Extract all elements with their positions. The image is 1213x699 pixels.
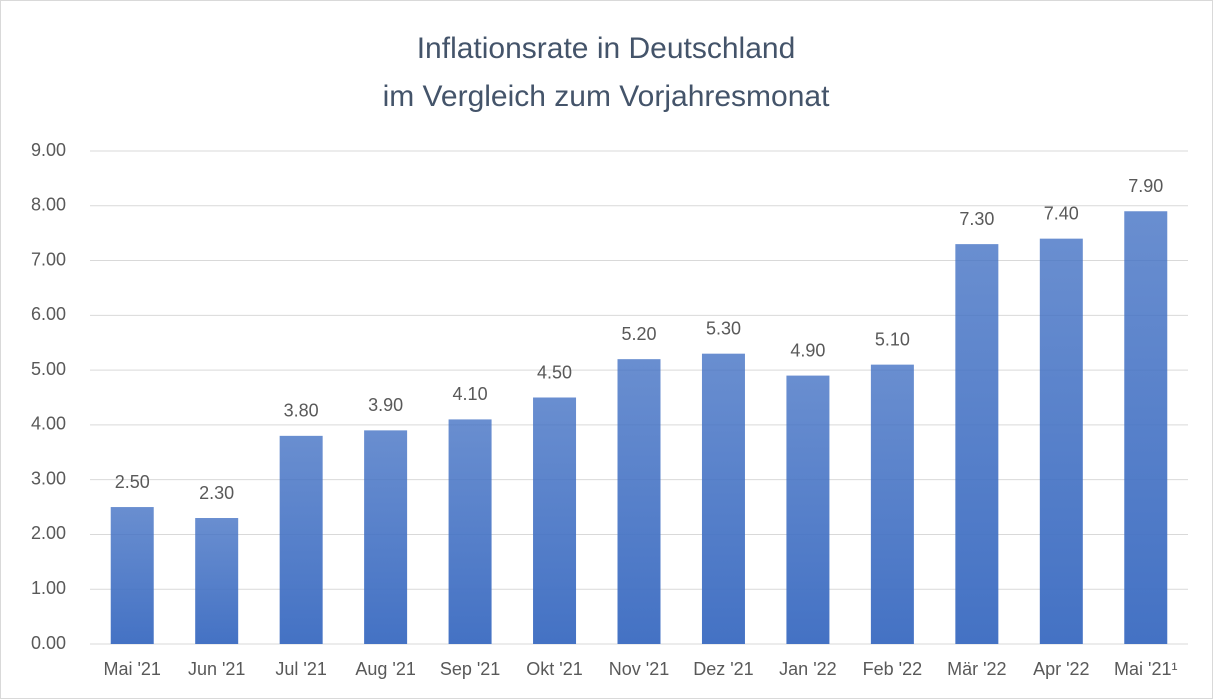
x-tick-label: Feb '22 [863, 659, 922, 679]
data-label: 7.90 [1128, 176, 1163, 196]
y-tick-label: 7.00 [31, 249, 66, 269]
y-tick-label: 6.00 [31, 304, 66, 324]
x-tick-label: Sep '21 [440, 659, 501, 679]
data-label: 2.50 [115, 472, 150, 492]
x-tick-label: Mai '21 [103, 659, 160, 679]
y-tick-label: 1.00 [31, 578, 66, 598]
data-label: 2.30 [199, 483, 234, 503]
data-label: 4.50 [537, 362, 572, 382]
bar [786, 375, 830, 644]
data-label: 7.30 [959, 209, 994, 229]
bar [1039, 238, 1083, 644]
y-tick-label: 5.00 [31, 359, 66, 379]
data-label: 3.80 [284, 401, 319, 421]
bar [617, 359, 661, 644]
bar [701, 353, 745, 644]
data-label: 7.40 [1044, 203, 1079, 223]
y-tick-label: 3.00 [31, 468, 66, 488]
bar [1124, 211, 1168, 644]
bar [195, 518, 239, 644]
x-tick-label: Jan '22 [779, 659, 836, 679]
chart-title: Inflationsrate in Deutschland [417, 32, 796, 65]
bar [448, 419, 492, 644]
bar [533, 397, 577, 644]
x-tick-label: Aug '21 [355, 659, 416, 679]
x-tick-label: Okt '21 [526, 659, 582, 679]
x-tick-label: Apr '22 [1033, 659, 1089, 679]
y-tick-label: 8.00 [31, 195, 66, 215]
data-label: 4.10 [453, 384, 488, 404]
x-tick-label: Mär '22 [947, 659, 1006, 679]
chart-title: im Vergleich zum Vorjahresmonat [383, 80, 831, 113]
y-tick-label: 2.00 [31, 523, 66, 543]
x-tick-label: Nov '21 [609, 659, 669, 679]
y-tick-label: 4.00 [31, 414, 66, 434]
bar [870, 364, 914, 644]
data-label: 4.90 [790, 340, 825, 360]
x-tick-label: Jul '21 [275, 659, 326, 679]
bar [364, 430, 408, 644]
x-tick-label: Dez '21 [693, 659, 753, 679]
x-tick-label: Jun '21 [188, 659, 245, 679]
bar [110, 507, 154, 644]
x-tick-label: Mai '21¹ [1114, 659, 1177, 679]
y-tick-label: 9.00 [31, 140, 66, 160]
data-label: 5.20 [621, 324, 656, 344]
data-label: 3.90 [368, 395, 403, 415]
y-tick-label: 0.00 [31, 633, 66, 653]
bar [279, 435, 323, 644]
bar [955, 244, 999, 644]
data-label: 5.30 [706, 318, 741, 338]
data-label: 5.10 [875, 329, 910, 349]
